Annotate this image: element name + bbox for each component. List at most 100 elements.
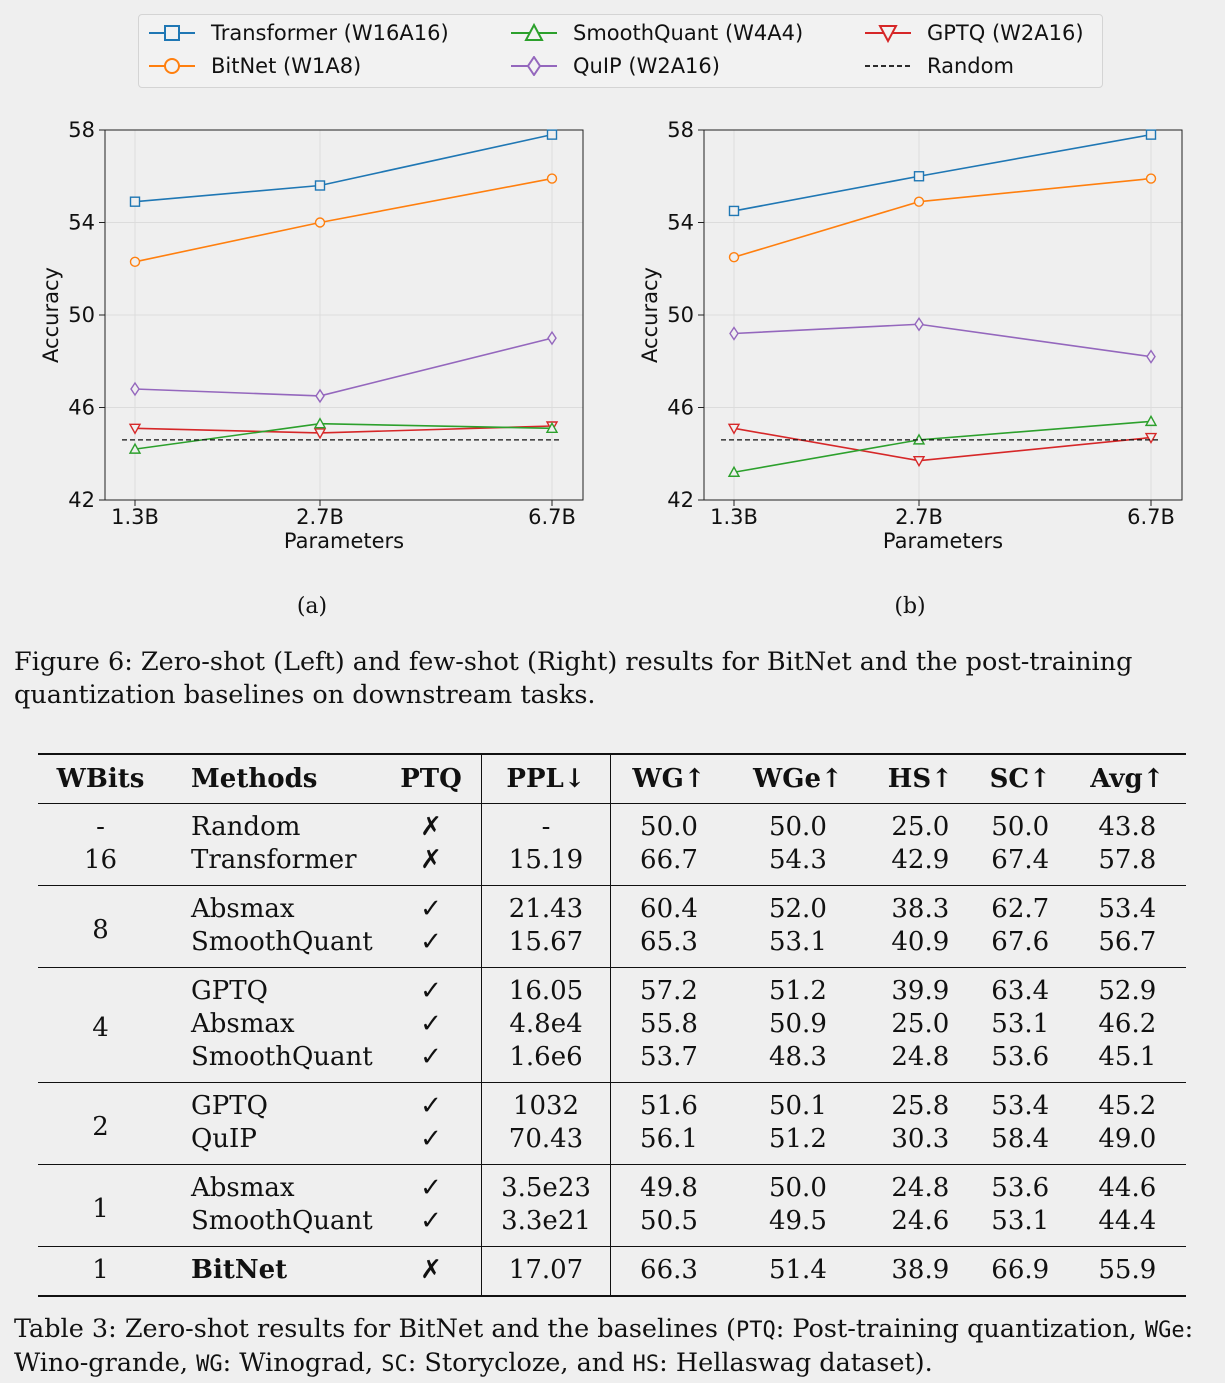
cell-ptq: ✓ [381,926,482,968]
cell-method: BitNet [191,1255,288,1285]
cell-ptq: ✗ [381,1246,482,1296]
y-tick-label: 54 [68,211,95,235]
cell-method: Absmax [191,1009,295,1039]
data-point-diamond [914,316,924,332]
cell-ptq: ✗ [381,844,482,886]
x-tick-label: 6.7B [1127,505,1175,529]
cell-wg: 55.8 [640,1009,698,1039]
cell-hs: 24.8 [891,1042,950,1072]
cell-sc: 66.9 [991,1255,1050,1285]
cell-avg: 55.9 [1098,1255,1157,1285]
cell-wg: 66.7 [640,845,698,875]
cell-ppl: - [481,803,611,844]
y-tick-label: 54 [667,211,694,235]
cell-ppl: 4.8e4 [481,1008,611,1041]
y-tick-label: 58 [667,118,694,142]
caption-text: Table 3: Zero-shot results for BitNet an… [14,1314,736,1344]
cell-avg: 44.6 [1098,1173,1157,1203]
cell-wg: 50.5 [640,1206,698,1236]
data-point-square [546,129,558,140]
cell-wge: 50.9 [768,1009,827,1039]
table-row: 4 GPTQ ✓ 16.05 57.2 51.2 39.9 63.4 52.9 [38,967,1186,1043]
legend-item-bitnet: BitNet (W1A8) [147,51,361,81]
cell-sc: 67.6 [991,927,1050,957]
header-ptq: PTQ [381,754,482,804]
legend-item-quip: QuIP (W2A16) [509,51,720,81]
legend-item-gptq: GPTQ (W2A16) [863,18,1084,48]
cell-ptq: ✓ [381,1164,482,1205]
data-point-triangle-down [128,423,142,435]
y-axis-label: Accuracy [39,267,63,363]
cell-wbits: 8 [92,914,109,945]
table-group-4bit: 4 GPTQ ✓ 16.05 57.2 51.2 39.9 63.4 52.9 … [38,967,1186,1083]
data-point-diamond [130,381,140,397]
results-table: WBits Methods PTQ PPL↓ WG↑ WGe↑ HS↑ SC↑ … [38,753,1186,1297]
cell-wg: 57.2 [640,976,698,1006]
cell-hs: 39.9 [891,976,950,1006]
cell-hs: 24.6 [891,1206,950,1236]
subcaption-b: (b) [894,594,926,619]
cell-avg: 57.8 [1098,845,1157,875]
cell-wbits: 4 [92,1013,109,1043]
header-wge: WGe↑ [753,764,843,794]
legend-label: BitNet (W1A8) [211,54,362,78]
table-row: QuIP ✓ 70.43 56.1 51.2 30.3 58.4 49.0 [38,1123,1186,1165]
triangle-down-marker-icon [865,25,911,43]
header-wbits: WBits [56,764,145,794]
cell-wg: 56.1 [640,1124,698,1154]
cell-method: Absmax [191,894,295,924]
table-row: 2 GPTQ ✓ 1032 51.6 50.1 25.8 53.4 45.2 [38,1082,1186,1142]
triangle-up-marker-icon [511,23,557,41]
cell-ppl: 17.07 [481,1246,611,1296]
table-group-2bit: 2 GPTQ ✓ 1032 51.6 50.1 25.8 53.4 45.2 Q… [38,1082,1186,1165]
cell-ppl: 1032 [481,1082,611,1123]
table-group-1bit: 1 Absmax ✓ 3.5e23 49.8 50.0 24.8 53.6 44… [38,1164,1186,1247]
cell-avg: 56.7 [1098,927,1157,957]
cell-hs: 25.8 [891,1091,950,1121]
caption-text: : Post-training quantization, [775,1314,1145,1344]
legend-label: GPTQ (W2A16) [927,21,1084,45]
cell-ptq: ✓ [381,967,482,1008]
cell-sc: 53.4 [991,1091,1050,1121]
cell-wge: 51.4 [768,1255,827,1285]
cell-ppl: 15.19 [481,844,611,886]
caption-code: WGe [1144,1318,1185,1343]
caption-text: : Wino-grande, [14,1314,1194,1378]
cell-ppl: 21.43 [481,885,611,926]
cell-avg: 43.8 [1098,812,1157,842]
cell-hs: 38.3 [891,894,950,924]
cell-wg: 66.3 [640,1255,698,1285]
cell-wge: 50.0 [768,812,827,842]
figure-caption: Figure 6: Zero-shot (Left) and few-shot … [14,647,1133,710]
caption-text: : Hellaswag dataset). [659,1348,933,1378]
data-point-diamond [547,330,557,346]
cell-method: SmoothQuant [191,1042,373,1072]
table-row: SmoothQuant ✓ 1.6e6 53.7 48.3 24.8 53.6 … [38,1041,1186,1083]
table-group-8bit: 8 Absmax ✓ 21.43 60.4 52.0 38.3 62.7 53.… [38,885,1186,968]
cell-hs: 40.9 [891,927,950,957]
cell-method: GPTQ [191,976,268,1006]
data-point-square [913,171,925,182]
cell-sc: 63.4 [991,976,1050,1006]
data-point-square [728,205,740,217]
cell-method: SmoothQuant [191,1206,373,1236]
cell-ppl: 3.3e21 [481,1205,611,1247]
cell-method: SmoothQuant [191,927,373,957]
cell-avg: 53.4 [1098,894,1157,924]
cell-wge: 48.3 [768,1042,827,1072]
legend-label: Random [927,54,1014,78]
legend-item-random: Random [863,51,1014,81]
cell-wg: 60.4 [640,894,698,924]
data-point-diamond [315,388,325,404]
data-point-triangle-down [912,455,926,468]
cell-sc: 53.1 [991,1009,1050,1039]
cell-wge: 50.1 [768,1091,827,1121]
header-sc: SC↑ [989,764,1051,794]
data-point-circle [129,256,141,268]
cell-method: GPTQ [191,1091,268,1121]
data-point-circle [1145,173,1157,184]
cell-hs: 24.8 [891,1173,950,1203]
data-point-triangle-up [313,417,327,429]
y-tick-label: 46 [68,396,95,420]
y-tick-label: 42 [68,488,95,512]
